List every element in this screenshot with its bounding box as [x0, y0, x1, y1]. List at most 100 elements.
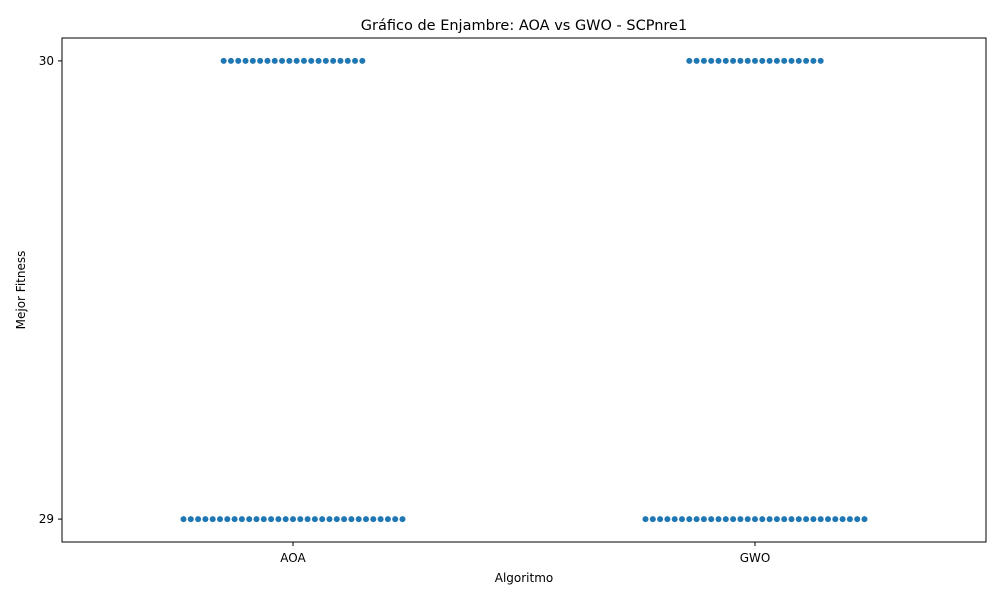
- swarm-point-aoa-30-11: [300, 57, 307, 64]
- swarm-point-aoa-29-16: [297, 516, 304, 523]
- swarm-point-aoa-30-14: [322, 57, 329, 64]
- swarm-point-gwo-30-9: [752, 57, 758, 64]
- swarm-point-gwo-29-16: [759, 516, 766, 523]
- swarm-point-aoa-29-8: [238, 516, 245, 523]
- swarm-point-gwo-30-6: [730, 57, 737, 64]
- swarm-point-gwo-29-30: [861, 516, 868, 523]
- swarm-point-gwo-29-2: [657, 516, 664, 523]
- swarm-point-aoa-29-7: [231, 516, 238, 523]
- swarm-point-gwo-30-1: [693, 57, 700, 64]
- swarm-point-gwo-29-19: [781, 516, 788, 523]
- swarm-point-aoa-29-23: [348, 516, 355, 523]
- swarm-point-aoa-30-7: [271, 57, 278, 64]
- swarm-points: [180, 57, 868, 523]
- swarm-point-aoa-29-3: [202, 516, 209, 523]
- swarm-point-gwo-30-11: [766, 57, 773, 64]
- swarm-point-aoa-30-2: [235, 57, 242, 64]
- swarm-point-gwo-29-22: [803, 516, 810, 523]
- swarm-point-aoa-29-21: [333, 516, 340, 523]
- swarm-point-aoa-29-22: [341, 516, 348, 523]
- swarm-point-aoa-30-17: [344, 57, 351, 64]
- swarm-point-aoa-30-3: [242, 57, 249, 64]
- swarm-point-gwo-29-21: [795, 516, 802, 523]
- y-axis-ticks: 29 30: [39, 54, 62, 526]
- swarm-point-aoa-29-30: [399, 516, 406, 523]
- swarm-point-gwo-29-10: [715, 516, 722, 523]
- swarm-point-aoa-29-17: [304, 516, 311, 523]
- swarm-point-aoa-30-16: [337, 57, 344, 64]
- swarm-point-gwo-29-3: [664, 516, 671, 523]
- swarm-point-aoa-29-1: [187, 516, 194, 523]
- swarm-point-gwo-29-0: [642, 516, 649, 523]
- swarm-point-gwo-29-11: [722, 516, 729, 523]
- swarm-point-gwo-29-14: [744, 516, 751, 523]
- swarm-point-gwo-30-8: [744, 57, 751, 64]
- swarm-point-aoa-29-0: [180, 516, 187, 523]
- swarm-point-aoa-30-0: [220, 57, 227, 64]
- swarm-point-gwo-29-15: [752, 516, 758, 523]
- swarm-point-gwo-29-12: [730, 516, 737, 523]
- swarm-point-aoa-30-4: [249, 57, 256, 64]
- chart-title: Gráfico de Enjambre: AOA vs GWO - SCPnre…: [361, 18, 687, 34]
- swarm-point-aoa-29-5: [217, 516, 223, 523]
- swarm-point-aoa-29-19: [319, 516, 326, 523]
- swarm-point-gwo-30-12: [773, 57, 780, 64]
- swarm-point-gwo-30-2: [700, 57, 707, 64]
- swarm-point-aoa-30-15: [330, 57, 337, 64]
- swarm-point-aoa-29-15: [290, 516, 296, 523]
- swarm-point-aoa-30-13: [315, 57, 322, 64]
- swarm-point-aoa-30-10: [293, 57, 300, 64]
- swarm-point-aoa-29-10: [253, 516, 260, 523]
- swarm-point-aoa-29-14: [282, 516, 289, 523]
- y-axis-title: Mejor Fitness: [14, 251, 28, 330]
- swarm-point-aoa-29-11: [260, 516, 267, 523]
- swarm-point-gwo-29-29: [854, 516, 861, 523]
- swarm-point-aoa-30-18: [352, 57, 359, 64]
- swarm-point-gwo-29-23: [810, 516, 817, 523]
- y-tick-label-30: 30: [39, 54, 54, 68]
- plot-area: [61, 37, 987, 543]
- x-tick-label-aoa: AOA: [280, 551, 306, 565]
- swarm-point-gwo-30-0: [686, 57, 693, 64]
- swarm-point-aoa-29-6: [224, 516, 231, 523]
- swarm-point-aoa-29-4: [209, 516, 216, 523]
- swarm-point-aoa-29-20: [326, 516, 333, 523]
- swarm-point-aoa-30-9: [286, 57, 293, 64]
- swarm-point-aoa-30-6: [264, 57, 271, 64]
- swarm-point-aoa-29-2: [195, 516, 202, 523]
- x-axis-ticks: AOA GWO: [280, 542, 770, 565]
- swarm-point-gwo-30-5: [722, 57, 729, 64]
- swarm-point-gwo-29-27: [839, 516, 846, 523]
- swarm-point-aoa-29-13: [275, 516, 282, 523]
- swarm-point-aoa-29-12: [268, 516, 275, 523]
- swarm-point-gwo-29-26: [832, 516, 839, 523]
- swarm-point-gwo-29-5: [679, 516, 685, 523]
- swarm-point-aoa-29-29: [392, 516, 399, 523]
- swarm-point-gwo-29-7: [693, 516, 700, 523]
- swarm-point-gwo-29-9: [708, 516, 715, 523]
- x-tick-label-gwo: GWO: [740, 551, 771, 565]
- swarm-point-gwo-30-15: [795, 57, 802, 64]
- swarm-point-aoa-30-19: [359, 57, 366, 64]
- swarm-point-gwo-29-8: [700, 516, 707, 523]
- swarm-point-gwo-29-4: [671, 516, 678, 523]
- swarm-point-gwo-29-28: [846, 516, 853, 523]
- swarm-point-gwo-30-10: [759, 57, 766, 64]
- x-axis-title: Algoritmo: [495, 571, 554, 585]
- swarm-point-gwo-29-1: [649, 516, 656, 523]
- swarm-point-aoa-29-26: [370, 516, 377, 523]
- swarm-point-gwo-30-16: [803, 57, 810, 64]
- swarm-point-aoa-29-18: [311, 516, 318, 523]
- swarm-point-gwo-30-3: [708, 57, 715, 64]
- swarm-point-gwo-30-14: [788, 57, 795, 64]
- swarm-point-aoa-30-1: [227, 57, 234, 64]
- swarm-point-gwo-29-24: [817, 516, 824, 523]
- swarm-point-aoa-30-5: [257, 57, 264, 64]
- swarm-point-gwo-30-4: [715, 57, 722, 64]
- swarm-point-gwo-30-7: [737, 57, 744, 64]
- swarm-point-gwo-30-18: [817, 57, 824, 64]
- swarm-point-gwo-30-13: [781, 57, 788, 64]
- swarm-point-gwo-29-18: [773, 516, 780, 523]
- swarm-point-aoa-30-12: [308, 57, 315, 64]
